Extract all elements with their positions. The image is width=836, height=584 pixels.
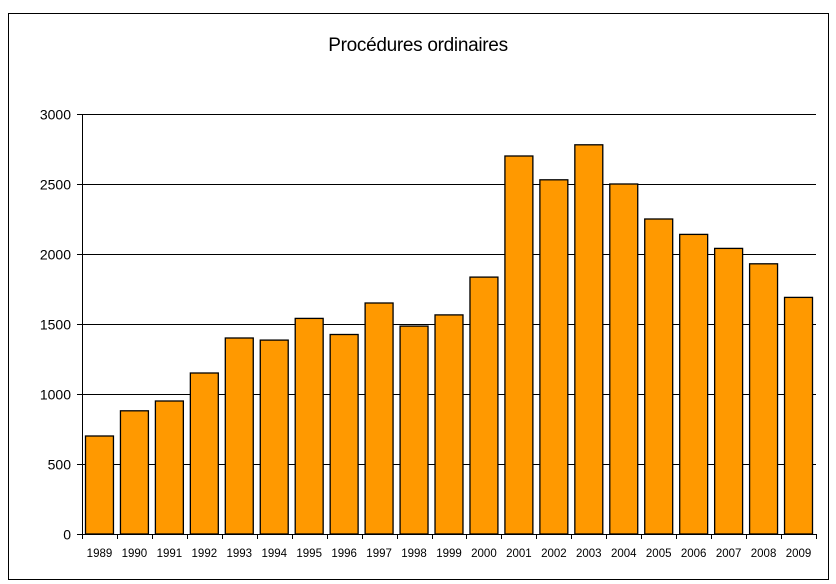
x-tick-labels: 1989 1990 1991 1992 1993 1994 1995 1996 1997 1998… <box>87 548 812 560</box>
bar-1989 <box>84 435 115 535</box>
x-tick-label: 2007 <box>716 548 742 560</box>
x-tick-label: 2001 <box>506 548 532 560</box>
y-tick-labels: 0 500 1000 1500 2000 2500 3000 <box>40 107 71 543</box>
bar-2001 <box>504 155 534 535</box>
bar-2003 <box>574 144 604 535</box>
bar-2006 <box>679 233 709 535</box>
y-tick-label: 3000 <box>40 107 71 123</box>
bar-2007 <box>713 247 744 535</box>
bar-1998 <box>399 325 429 535</box>
x-tick-label: 2008 <box>751 548 777 560</box>
bar-2002 <box>539 179 569 535</box>
x-tick-label: 2009 <box>786 548 812 560</box>
bar-1992 <box>189 372 219 535</box>
y-tick-label: 2500 <box>40 177 71 193</box>
x-tick-label: 1996 <box>331 548 357 560</box>
x-tick-label: 2000 <box>471 548 497 560</box>
bar-1990 <box>119 410 150 535</box>
y-tick-label: 1500 <box>40 317 71 333</box>
x-tick-label: 1992 <box>192 548 218 560</box>
y-tick-label: 0 <box>63 527 71 543</box>
bar-1991 <box>154 400 185 535</box>
x-tick-label: 2006 <box>681 548 707 560</box>
bar-1993 <box>224 337 254 535</box>
x-tick-label: 2003 <box>576 548 602 560</box>
bar-2000 <box>469 276 499 535</box>
x-tick-label: 1997 <box>366 548 392 560</box>
x-tick-label: 1998 <box>401 548 427 560</box>
y-tick-label: 2000 <box>40 247 71 263</box>
x-tick-label: 1990 <box>122 548 148 560</box>
x-tick-label: 1999 <box>436 548 462 560</box>
bar-2004 <box>609 183 639 535</box>
bar-2005 <box>644 218 674 535</box>
bar-1997 <box>364 302 394 535</box>
y-tick-label: 500 <box>48 457 72 473</box>
x-tick-label: 1995 <box>296 548 322 560</box>
bars <box>84 144 814 535</box>
bar-1999 <box>434 314 464 535</box>
bar-1996 <box>329 333 359 535</box>
bar-1994 <box>259 339 289 535</box>
bar-2008 <box>748 263 779 535</box>
axes <box>77 114 817 539</box>
x-tick-label: 1994 <box>261 548 287 560</box>
x-tick-label: 2005 <box>646 548 672 560</box>
y-tick-label: 1000 <box>40 387 71 403</box>
bar-2009 <box>783 296 814 535</box>
x-tick-label: 2004 <box>611 548 637 560</box>
x-tick-label: 1993 <box>226 548 252 560</box>
x-tick-label: 2002 <box>541 548 567 560</box>
chart-title: Procédures ordinaires <box>328 35 508 56</box>
x-tick-label: 1991 <box>157 548 183 560</box>
bar-1995 <box>294 317 324 535</box>
x-tick-label: 1989 <box>87 548 113 560</box>
